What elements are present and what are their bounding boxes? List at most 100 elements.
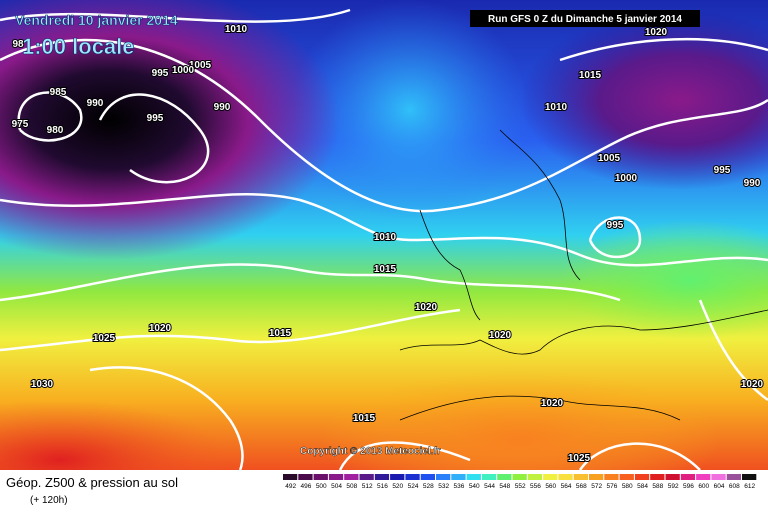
field: [560, 220, 768, 340]
scale-swatch: [711, 474, 726, 480]
isobar-label: 1005: [189, 60, 212, 71]
scale-swatch: [497, 474, 512, 480]
scale-swatch: [466, 474, 481, 480]
scale-label: 564: [561, 483, 572, 490]
scale-label: 588: [652, 483, 663, 490]
scale-label: 556: [530, 483, 541, 490]
coastlines: [399, 129, 768, 421]
field: [520, 10, 768, 190]
scale-label: 596: [683, 483, 694, 490]
isobar-label: 1020: [541, 398, 564, 409]
isobar-label: 990: [214, 102, 231, 113]
scale-swatch: [436, 474, 451, 480]
scale-label: 516: [377, 483, 388, 490]
scale-label: 552: [515, 483, 526, 490]
isobar-label: 1005: [598, 153, 621, 164]
isobar-label: 1015: [374, 264, 397, 275]
isobar-label: 1020: [645, 27, 668, 38]
scale-swatch: [650, 474, 665, 480]
scale-label: 548: [499, 483, 510, 490]
scale-label: 584: [637, 483, 648, 490]
scale-label: 612: [744, 483, 755, 490]
scale-swatch: [359, 474, 374, 480]
scale-swatch: [589, 474, 604, 480]
isobar-label: 1015: [353, 413, 376, 424]
footer-lead: (+ 120h): [30, 495, 68, 506]
time-title: 1:00 locale: [22, 34, 135, 59]
isobar-label: 1020: [489, 330, 512, 341]
scale-swatch: [374, 474, 390, 480]
footer-title: Géop. Z500 & pression au sol: [6, 475, 178, 490]
scale-swatch: [283, 474, 298, 480]
isobar-label: 985: [50, 87, 67, 98]
scale-label: 568: [576, 483, 587, 490]
run-text: Run GFS 0 Z du Dimanche 5 janvier 2014: [488, 14, 682, 25]
scale-swatch: [420, 474, 435, 480]
isobar-label: 1000: [172, 65, 195, 76]
scale-swatch: [558, 474, 573, 480]
isobars: [0, 8, 768, 471]
scale-label: 508: [346, 483, 357, 490]
isobar-label: 995: [607, 220, 624, 231]
isobar-label: 1000: [615, 173, 638, 184]
scale-swatch: [405, 474, 420, 480]
date-title: Vendredi 10 janvier 2014: [15, 12, 178, 28]
scale-label: 520: [392, 483, 403, 490]
isobar-label: 995: [152, 68, 169, 79]
scale-label: 512: [362, 483, 373, 490]
scale-swatch: [573, 474, 588, 480]
scale-swatch: [634, 474, 650, 480]
scale-label: 576: [607, 483, 618, 490]
scale-swatch: [451, 474, 466, 480]
scale-label: 492: [285, 483, 296, 490]
isobar-labels: 1010100510009959909959898599098097510201…: [11, 23, 765, 465]
scale-swatch: [680, 474, 696, 480]
scale-label: 608: [729, 483, 740, 490]
scale-label: 504: [331, 483, 342, 490]
scale-label: 580: [622, 483, 633, 490]
color-scale: 492 496 500 504 508 512 516 520 524 528 532 536 540 5…: [283, 474, 757, 490]
scale-swatch: [726, 474, 741, 480]
scale-label: 536: [454, 483, 465, 490]
scale-swatch: [512, 474, 527, 480]
scale-swatch: [543, 474, 558, 480]
scale-label: 604: [714, 483, 725, 490]
run-box: [470, 10, 700, 27]
scale-label: 528: [423, 483, 434, 490]
isobar-label: 1020: [415, 302, 438, 313]
isobar-label: 1020: [149, 323, 172, 334]
isobar-label: 995: [147, 113, 164, 124]
scale-label: 524: [408, 483, 419, 490]
scale-swatch: [481, 474, 497, 480]
scale-label: 500: [316, 483, 327, 490]
isobar-label: 1010: [374, 232, 397, 243]
scale-swatch: [665, 474, 680, 480]
scale-swatch: [619, 474, 634, 480]
scale-label: 496: [301, 483, 312, 490]
isobar-label: 990: [744, 178, 761, 189]
isobar-label: 975: [12, 119, 29, 130]
isobar-label: 980: [47, 125, 64, 136]
scale-label: 560: [545, 483, 556, 490]
scale-swatch: [742, 474, 757, 480]
scale-swatch: [313, 474, 328, 480]
scale-label: 592: [668, 483, 679, 490]
isobar-label: 1010: [545, 102, 568, 113]
isobar-label: 1025: [568, 453, 591, 464]
isobar-label: 1025: [93, 333, 116, 344]
isobar-label: 1015: [269, 328, 292, 339]
scale-swatch: [344, 474, 359, 480]
scale-label: 540: [469, 483, 480, 490]
copyright: Copyright © 2013 Meteociel.fr: [300, 446, 441, 457]
scale-label: 544: [484, 483, 495, 490]
scale-label: 600: [698, 483, 709, 490]
scale-swatch: [390, 474, 405, 480]
scale-label: 572: [591, 483, 602, 490]
scale-swatch: [604, 474, 619, 480]
scale-label: 532: [438, 483, 449, 490]
isobar-label: 990: [87, 98, 104, 109]
scale-swatch: [298, 474, 313, 480]
isobar-label: 98: [12, 39, 24, 50]
scale-swatch: [696, 474, 711, 480]
